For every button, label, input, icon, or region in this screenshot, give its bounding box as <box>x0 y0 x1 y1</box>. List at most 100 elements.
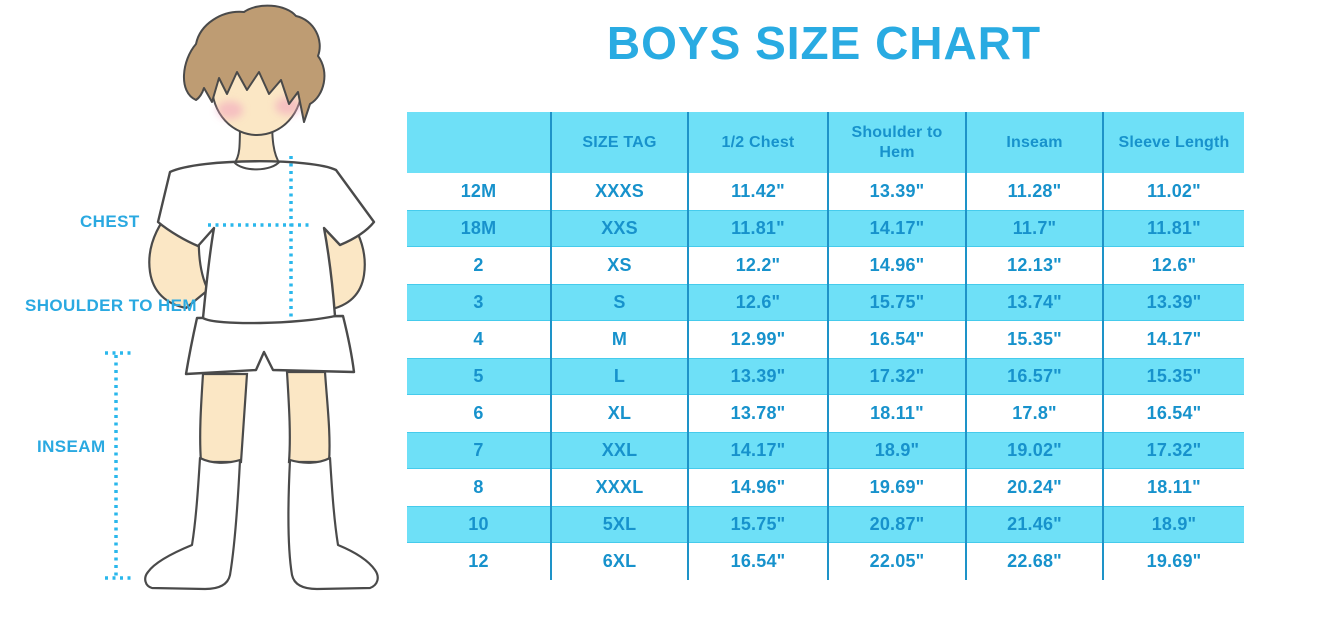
table-cell: 12.6" <box>1102 247 1244 284</box>
table-cell: 17.32" <box>1102 432 1244 469</box>
table-cell: 16.54" <box>687 543 828 580</box>
hair <box>182 4 326 123</box>
boy-figure-illustration: CHEST SHOULDER TO HEM INSEAM <box>0 0 404 642</box>
table-cell: XXL <box>550 432 688 469</box>
row-size-label: 7 <box>407 432 551 469</box>
table-cell: 20.87" <box>827 506 966 543</box>
table-cell: 14.17" <box>1102 321 1244 358</box>
table-cell: 14.96" <box>827 247 966 284</box>
right-sock <box>287 456 379 591</box>
table-cell: 11.81" <box>1102 210 1244 247</box>
left-leg <box>199 372 249 464</box>
right-leg <box>285 370 331 464</box>
table-cell: XS <box>550 247 688 284</box>
table-cell: 12.13" <box>965 247 1103 284</box>
table-cell: M <box>550 321 688 358</box>
column-header: Shoulder to Hem <box>827 112 966 173</box>
table-cell: 14.17" <box>827 210 966 247</box>
collar <box>233 160 281 171</box>
table-cell: 12.99" <box>687 321 828 358</box>
table-cell: 21.46" <box>965 506 1103 543</box>
inseam-label: INSEAM <box>37 437 106 456</box>
corner-header <box>407 112 551 173</box>
table-row: 18M XXS 11.81" 14.17" 11.7" 11.81" <box>407 210 1244 247</box>
boy-illustration <box>105 4 379 591</box>
row-size-label: 2 <box>473 255 484 275</box>
table-cell: 15.35" <box>965 321 1103 358</box>
table-cell: 5XL <box>550 506 688 543</box>
table-cell: 11.42" <box>687 173 828 210</box>
table-cell: 16.54" <box>827 321 966 358</box>
table-row: 8 XXXL 14.96" 19.69" 20.24" 18.11" <box>407 469 1244 506</box>
page-title: BOYS SIZE CHART <box>606 17 1042 69</box>
table-cell: 18.9" <box>1102 506 1244 543</box>
table-cell: 12.6" <box>687 284 828 321</box>
table-cell: 6XL <box>550 543 688 580</box>
table-cell: 15.35" <box>1102 358 1244 395</box>
row-size-label: 6 <box>473 403 484 423</box>
table-cell: 14.96" <box>687 469 828 506</box>
row-size-label: 3 <box>407 284 551 321</box>
table-cell: 18.11" <box>1102 469 1244 506</box>
table-row: 3 S 12.6" 15.75" 13.74" 13.39" <box>407 284 1244 321</box>
table-row: 10 5XL 15.75" 20.87" 21.46" 18.9" <box>407 506 1244 543</box>
table-row: 12M XXXS 11.42" 13.39" 11.28" 11.02" <box>407 173 1244 210</box>
table-row: 2 XS 12.2" 14.96" 12.13" 12.6" <box>407 247 1244 284</box>
table-cell: 17.8" <box>965 395 1103 432</box>
table-cell: 13.39" <box>687 358 828 395</box>
table-cell: S <box>550 284 688 321</box>
table-cell: XXXS <box>550 173 688 210</box>
table-cell: 14.17" <box>687 432 828 469</box>
table-cell: 11.7" <box>965 210 1103 247</box>
row-size-label: 5 <box>407 358 551 395</box>
column-header: Sleeve Length <box>1102 112 1244 173</box>
table-cell: 11.02" <box>1102 173 1244 210</box>
table-cell: 20.24" <box>965 469 1103 506</box>
chest-label: CHEST <box>80 212 140 231</box>
column-header: Inseam <box>965 112 1103 173</box>
table-cell: 22.05" <box>827 543 966 580</box>
table-cell: 19.69" <box>1102 543 1244 580</box>
row-size-label: 18M <box>407 210 551 247</box>
table-cell: 12.2" <box>687 247 828 284</box>
row-size-label: 8 <box>473 477 484 497</box>
row-size-label: 10 <box>407 506 551 543</box>
table-cell: L <box>550 358 688 395</box>
left-cheek <box>217 101 243 119</box>
table-cell: 19.69" <box>827 469 966 506</box>
table-cell: 11.81" <box>687 210 828 247</box>
table-cell: 15.75" <box>827 284 966 321</box>
table-cell: 18.11" <box>827 395 966 432</box>
right-cheek <box>275 97 301 115</box>
boys-size-table: SIZE TAG 1/2 Chest Shoulder to Hem Inseam Sl… <box>407 112 1244 580</box>
table-cell: 13.74" <box>965 284 1103 321</box>
row-size-label: 4 <box>473 329 484 349</box>
table-cell: 17.32" <box>827 358 966 395</box>
table-row: 7 XXL 14.17" 18.9" 19.02" 17.32" <box>407 432 1244 469</box>
column-header: SIZE TAG <box>550 112 688 173</box>
table-cell: 13.39" <box>1102 284 1244 321</box>
table-cell: 13.39" <box>827 173 966 210</box>
table-cell: XXS <box>550 210 688 247</box>
table-cell: 13.78" <box>687 395 828 432</box>
table-row: 5 L 13.39" 17.32" 16.57" 15.35" <box>407 358 1244 395</box>
table-cell: 18.9" <box>827 432 966 469</box>
table-cell: 16.57" <box>965 358 1103 395</box>
row-size-label: 12M <box>460 181 497 201</box>
size-table: SIZE TAG 1/2 Chest Shoulder to Hem Inseam Sl… <box>407 112 1244 580</box>
table-cell: 19.02" <box>965 432 1103 469</box>
table-header-row: SIZE TAG 1/2 Chest Shoulder to Hem Inseam Sl… <box>407 112 1244 173</box>
table-row: 6 XL 13.78" 18.11" 17.8" 16.54" <box>407 395 1244 432</box>
table-cell: 11.28" <box>965 173 1103 210</box>
table-row: 4 M 12.99" 16.54" 15.35" 14.17" <box>407 321 1244 358</box>
column-header: 1/2 Chest <box>687 112 828 173</box>
t-shirt <box>156 160 376 325</box>
row-size-label: 12 <box>468 551 489 571</box>
shorts <box>184 314 356 376</box>
table-cell: 16.54" <box>1102 395 1244 432</box>
table-cell: XXXL <box>550 469 688 506</box>
left-sock <box>144 456 242 591</box>
table-cell: 15.75" <box>687 506 828 543</box>
table-row: 12 6XL 16.54" 22.05" 22.68" 19.69" <box>407 543 1244 580</box>
